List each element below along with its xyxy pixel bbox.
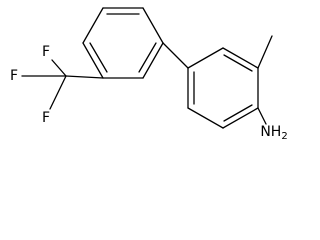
atom-label: NH2 xyxy=(260,124,287,142)
bonds xyxy=(21,7,273,129)
atom-label: F xyxy=(42,44,50,60)
atom-label: F xyxy=(10,68,18,84)
amine-subscript: 2 xyxy=(281,131,287,142)
atom-label: F xyxy=(42,110,50,126)
structure-diagram: F F F NH2 xyxy=(10,7,288,142)
amine-label: NH xyxy=(260,124,281,140)
